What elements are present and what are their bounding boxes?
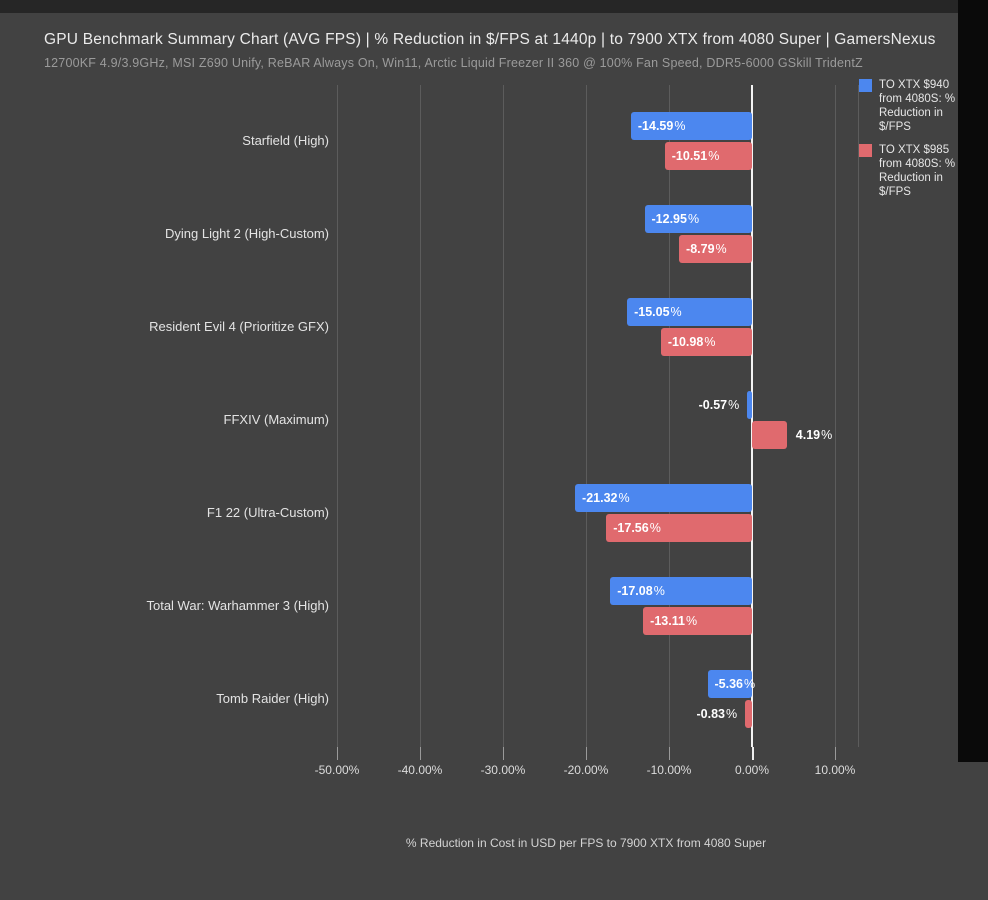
bar-value-label: 4.19%	[795, 428, 833, 442]
x-tick-label: -30.00%	[480, 763, 526, 777]
legend-label-blue: TO XTX $940 from 4080S: % Reduction in $…	[879, 79, 956, 133]
letterbox-right	[958, 0, 988, 762]
x-axis-title: % Reduction in Cost in USD per FPS to 79…	[405, 836, 767, 850]
bar	[627, 298, 752, 326]
x-tick-label: 0.00%	[734, 763, 770, 777]
legend-swatch-red-icon	[859, 144, 872, 157]
bar-value-label: -21.32%	[582, 491, 630, 505]
zero-gridline	[751, 85, 753, 747]
bar	[643, 607, 752, 635]
bar	[630, 112, 752, 140]
x-tick	[585, 747, 587, 760]
bar-value-label: -10.51%	[671, 149, 720, 163]
category-label: F1 22 (Ultra-Custom)	[206, 505, 329, 520]
bar	[747, 391, 752, 419]
bar-value-label: -0.57%	[698, 398, 740, 412]
x-tick-label: -40.00%	[397, 763, 443, 777]
bar-value-label: -15.05%	[634, 305, 682, 319]
bar-value-label: -13.11%	[650, 614, 698, 628]
chart-title: GPU Benchmark Summary Chart (AVG FPS) | …	[44, 31, 936, 48]
x-tick	[668, 747, 670, 760]
x-tick-label: -50.00%	[314, 763, 360, 777]
gridline	[419, 85, 421, 747]
bar-value-label: -10.98%	[667, 335, 716, 349]
category-label: Starfield (High)	[242, 133, 329, 148]
gridline	[585, 85, 587, 747]
bar	[664, 142, 752, 170]
bar	[606, 514, 752, 542]
bar	[752, 421, 787, 449]
bar-value-label: -17.08%	[617, 584, 665, 598]
legend-item-blue: TO XTX $940 from 4080S: % Reduction in $…	[859, 78, 957, 134]
gridline	[502, 85, 504, 747]
bar	[644, 205, 752, 233]
legend-item-red: TO XTX $985 from 4080S: % Reduction in $…	[859, 143, 957, 199]
bar	[610, 577, 752, 605]
category-label: Dying Light 2 (High-Custom)	[164, 226, 329, 241]
x-tick-label: -20.00%	[563, 763, 609, 777]
category-label: Resident Evil 4 (Prioritize GFX)	[149, 319, 329, 334]
gridline	[336, 85, 338, 747]
bar	[745, 700, 752, 728]
bar-value-label: -17.56%	[613, 521, 661, 535]
bar	[660, 328, 752, 356]
letterbox-top	[0, 0, 988, 13]
category-label: Total War: Warhammer 3 (High)	[146, 598, 329, 613]
category-label: FFXIV (Maximum)	[223, 412, 329, 427]
x-tick	[502, 747, 504, 760]
bar-value-label: -14.59%	[637, 119, 686, 133]
category-label: Tomb Raider (High)	[216, 691, 329, 706]
bar	[575, 484, 752, 512]
plot-area: -50.00% -40.00% -30.00% -20.00% -10.00% 0.00%…	[146, 85, 859, 777]
chart-subtitle: 12700KF 4.9/3.9GHz, MSI Z690 Unify, ReBA…	[44, 56, 863, 70]
x-tick-label: 10.00%	[814, 763, 856, 777]
bar-value-label: -5.36%	[714, 677, 756, 691]
gridline	[668, 85, 670, 747]
bar	[707, 670, 752, 698]
x-tick	[336, 747, 338, 760]
x-tick	[834, 747, 836, 760]
x-tick	[419, 747, 421, 760]
x-tick-label: -10.00%	[646, 763, 692, 777]
legend: TO XTX $940 from 4080S: % Reduction in $…	[859, 78, 957, 208]
legend-label-red: TO XTX $985 from 4080S: % Reduction in $…	[879, 144, 956, 198]
bar-value-label: -12.95%	[651, 212, 700, 226]
bar-value-label: -8.79%	[686, 242, 727, 256]
bar-value-label: -0.83%	[696, 707, 738, 721]
legend-swatch-blue-icon	[859, 79, 872, 92]
x-tick	[751, 747, 754, 760]
bar	[679, 235, 752, 263]
gridline	[834, 85, 836, 747]
